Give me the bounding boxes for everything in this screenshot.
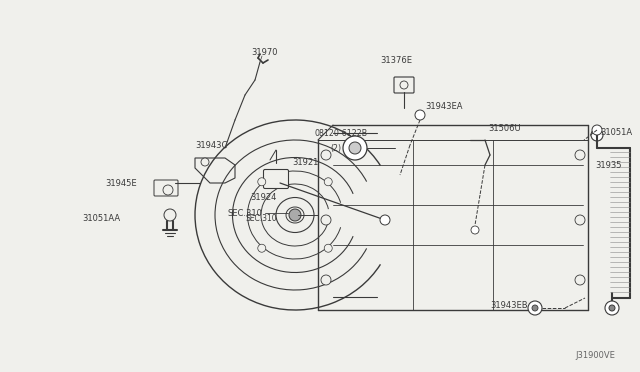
Circle shape (575, 215, 585, 225)
Circle shape (471, 226, 479, 234)
Circle shape (164, 209, 176, 221)
Text: SEC.310: SEC.310 (245, 214, 276, 222)
Circle shape (321, 150, 331, 160)
Circle shape (321, 275, 331, 285)
FancyBboxPatch shape (154, 180, 178, 196)
Circle shape (528, 301, 542, 315)
Circle shape (321, 215, 331, 225)
Circle shape (380, 215, 390, 225)
Text: 31051AA: 31051AA (82, 214, 120, 222)
Text: 31935: 31935 (595, 160, 621, 170)
Text: 31921: 31921 (292, 157, 318, 167)
Circle shape (163, 185, 173, 195)
FancyBboxPatch shape (264, 170, 289, 189)
Text: 31051A: 31051A (600, 128, 632, 137)
Circle shape (258, 244, 266, 252)
Text: 31376E: 31376E (380, 55, 412, 64)
FancyBboxPatch shape (394, 77, 414, 93)
Circle shape (258, 178, 266, 186)
Text: (2): (2) (330, 144, 341, 153)
Circle shape (343, 136, 367, 160)
Circle shape (324, 178, 332, 186)
Text: 31943EA: 31943EA (425, 102, 463, 110)
Text: 31943EB: 31943EB (490, 301, 527, 310)
Text: SEC.310: SEC.310 (228, 208, 263, 218)
Circle shape (605, 301, 619, 315)
Circle shape (289, 209, 301, 221)
Text: 31924: 31924 (250, 192, 276, 202)
Circle shape (609, 305, 615, 311)
Text: 31943C: 31943C (195, 141, 227, 150)
Circle shape (400, 81, 408, 89)
Circle shape (415, 110, 425, 120)
Circle shape (201, 158, 209, 166)
Circle shape (575, 275, 585, 285)
Circle shape (324, 244, 332, 252)
Text: J31900VE: J31900VE (575, 350, 615, 359)
Text: 31945E: 31945E (105, 179, 136, 187)
Text: 31506U: 31506U (488, 124, 520, 132)
Circle shape (532, 305, 538, 311)
Text: 08120-6122B: 08120-6122B (315, 128, 368, 138)
Text: 31970: 31970 (252, 48, 278, 57)
Circle shape (575, 150, 585, 160)
Circle shape (349, 142, 361, 154)
Circle shape (591, 129, 603, 141)
Circle shape (592, 125, 602, 135)
